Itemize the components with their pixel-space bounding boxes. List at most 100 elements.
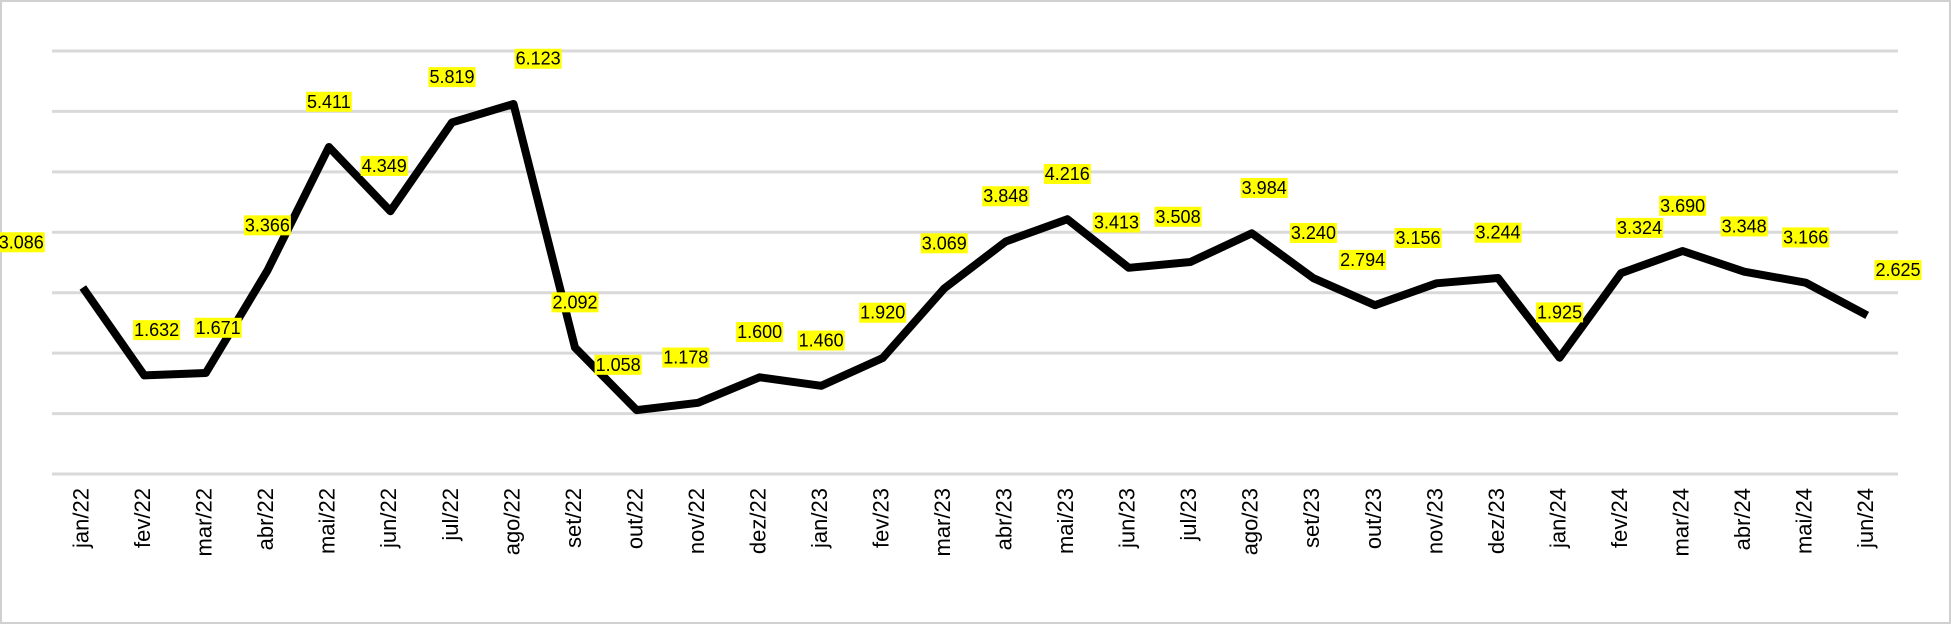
data-label-background: [982, 186, 1030, 207]
data-label-background: [1240, 178, 1288, 199]
x-tick-label: abr/22: [253, 488, 278, 550]
data-label: 2.092: [553, 292, 598, 312]
data-label: 1.460: [799, 331, 844, 351]
data-label-group: 1.058: [594, 354, 642, 375]
x-tick-label: out/22: [622, 488, 647, 549]
data-label-group: 3.508: [1154, 206, 1202, 227]
data-label: 5.819: [429, 67, 474, 87]
data-label-background: [0, 232, 45, 253]
data-label-group: 1.600: [736, 322, 784, 343]
data-label: 3.984: [1242, 178, 1287, 198]
data-label-background: [306, 91, 352, 112]
data-label-background: [1394, 228, 1442, 249]
data-line: [79, 100, 1870, 415]
data-label-group: 3.984: [1240, 178, 1288, 199]
data-label: 3.848: [983, 186, 1028, 206]
data-label: 3.166: [1783, 227, 1828, 247]
data-label-group: 3.348: [1720, 216, 1768, 237]
data-label-group: 3.166: [1782, 227, 1830, 248]
data-label: 3.366: [245, 215, 290, 235]
data-label-background: [1874, 260, 1922, 281]
data-label-background: [1474, 222, 1522, 243]
data-label-group: 1.671: [194, 317, 242, 338]
data-label: 2.625: [1875, 260, 1920, 280]
x-tick-label: mar/23: [930, 488, 955, 556]
data-label-group: 5.411: [306, 91, 352, 112]
x-tick-label: dez/22: [745, 488, 770, 554]
x-tick-label: nov/22: [684, 488, 709, 554]
x-tick-label: mar/22: [192, 488, 217, 556]
data-label-group: 3.156: [1394, 228, 1442, 249]
x-tick-label: abr/24: [1730, 488, 1755, 550]
x-tick-label: fev/23: [869, 488, 894, 548]
data-label-group: 1.460: [797, 330, 845, 351]
data-label: 3.413: [1094, 213, 1139, 233]
data-label-background: [1289, 222, 1337, 243]
data-label-group: 6.123: [514, 48, 562, 69]
x-tick-label: jan/23: [807, 488, 832, 549]
data-label: 3.324: [1617, 218, 1662, 238]
data-label: 4.216: [1045, 164, 1090, 184]
data-label: 5.411: [307, 92, 351, 112]
data-label-group: 3.069: [920, 233, 968, 254]
x-tick-label: ago/22: [499, 488, 524, 555]
x-tick-label: jun/22: [376, 488, 401, 549]
data-label: 3.086: [0, 232, 44, 252]
data-label-group: 5.819: [428, 67, 476, 88]
data-label-background: [1154, 206, 1202, 227]
data-label-background: [920, 233, 968, 254]
data-label-background: [551, 292, 599, 313]
data-label-background: [243, 215, 291, 236]
data-label-background: [1616, 217, 1664, 238]
data-label-background: [594, 354, 642, 375]
x-tick-label: dez/23: [1484, 488, 1509, 554]
data-label-group: 1.632: [133, 320, 181, 341]
data-label: 1.178: [663, 348, 708, 368]
data-label-background: [428, 67, 476, 88]
data-label: 3.244: [1476, 223, 1521, 243]
data-label-group: 3.690: [1659, 195, 1707, 216]
data-label-group: 2.092: [551, 292, 599, 313]
data-label-group: 3.086: [0, 232, 45, 253]
data-label-group: 1.920: [859, 302, 907, 323]
data-label: 4.349: [362, 156, 407, 176]
data-label: 3.069: [922, 233, 967, 253]
data-label-background: [797, 330, 845, 351]
data-label-group: 1.925: [1536, 302, 1584, 323]
data-label-group: 4.349: [360, 155, 408, 176]
data-label: 3.508: [1156, 207, 1201, 227]
data-label-group: 3.413: [1093, 212, 1141, 233]
data-label: 1.632: [134, 320, 179, 340]
x-tick-label: out/23: [1361, 488, 1386, 549]
x-tick-label: mai/24: [1792, 488, 1817, 554]
x-tick-label: mar/24: [1668, 488, 1693, 556]
x-tick-label: mai/23: [1053, 488, 1078, 554]
data-label-group: 3.240: [1289, 222, 1337, 243]
data-label: 3.156: [1396, 228, 1441, 248]
x-tick-label: jul/22: [438, 488, 463, 542]
x-tick-label: fev/22: [130, 488, 155, 548]
data-label-group: 3.324: [1616, 217, 1664, 238]
x-tick-label: ago/23: [1238, 488, 1263, 555]
data-label: 3.690: [1660, 196, 1705, 216]
data-label-background: [736, 322, 784, 343]
data-label-background: [859, 302, 907, 323]
data-label: 1.671: [196, 318, 241, 338]
data-label: 3.240: [1291, 223, 1336, 243]
x-tick-label: jul/23: [1176, 488, 1201, 542]
data-label-group: 3.366: [243, 215, 291, 236]
data-label-background: [1720, 216, 1768, 237]
data-label-group: 4.216: [1043, 163, 1091, 184]
data-label-background: [662, 347, 710, 368]
x-tick-label: jun/23: [1115, 488, 1140, 549]
data-label-background: [360, 155, 408, 176]
x-tick-label: jun/24: [1853, 488, 1878, 549]
data-label-group: 2.794: [1339, 249, 1387, 270]
x-tick-label: fev/24: [1607, 488, 1632, 548]
data-label-group: 1.178: [662, 347, 710, 368]
data-label-background: [1536, 302, 1584, 323]
x-tick-label: abr/23: [992, 488, 1017, 550]
data-label-background: [133, 320, 181, 341]
